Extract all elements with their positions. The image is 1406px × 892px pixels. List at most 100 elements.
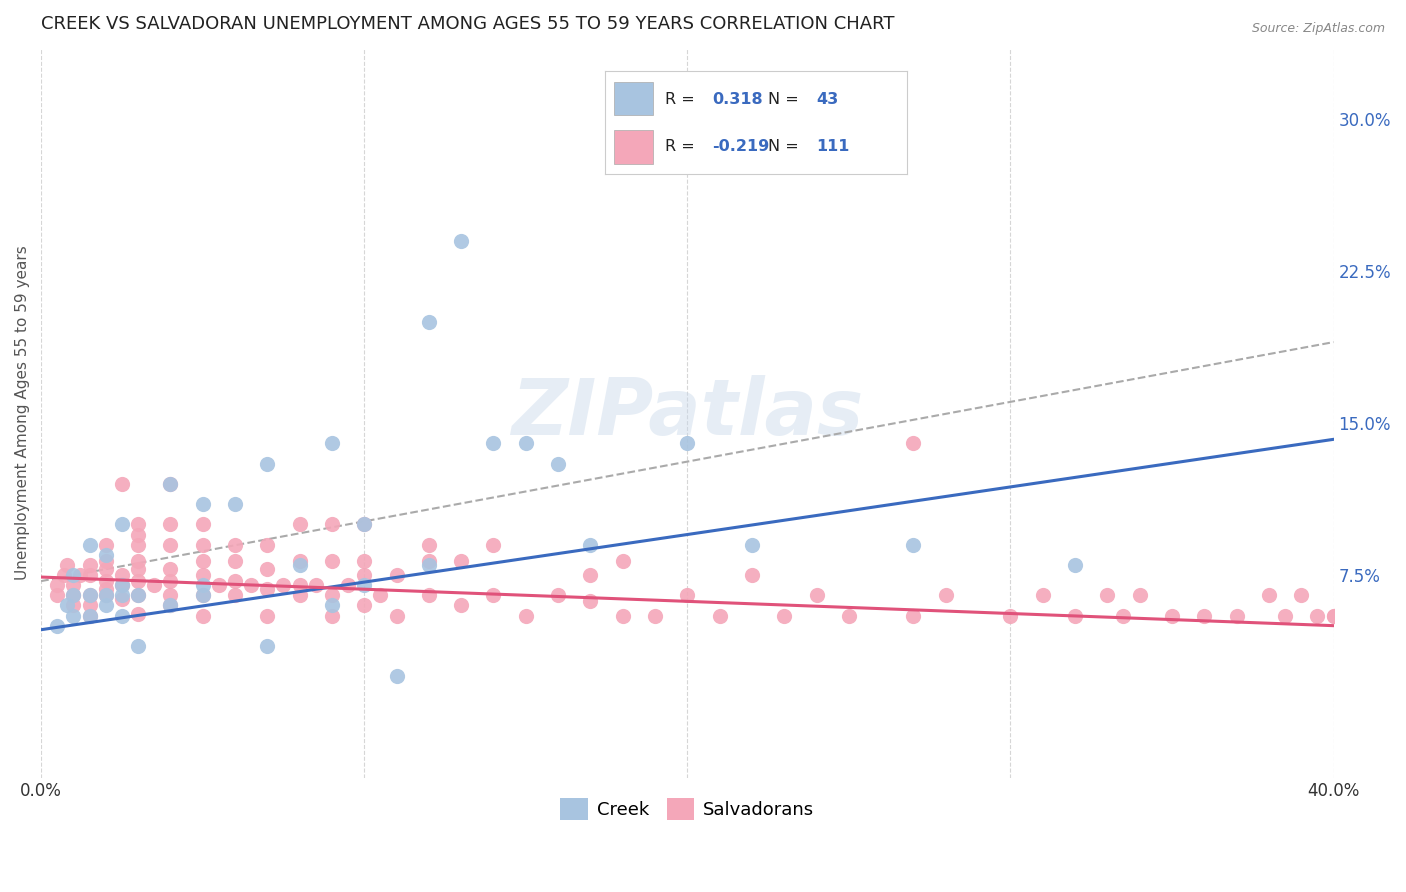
- Point: [46, 588, 69, 602]
- Point: [450, 599, 472, 613]
- Point: [159, 599, 181, 613]
- Point: [321, 608, 343, 623]
- Point: [208, 578, 231, 592]
- Point: [1194, 608, 1216, 623]
- Point: [676, 436, 699, 450]
- Point: [94, 588, 117, 602]
- Point: [353, 568, 375, 582]
- Point: [321, 588, 343, 602]
- Point: [62, 608, 84, 623]
- Point: [515, 436, 537, 450]
- Point: [579, 568, 602, 582]
- Point: [1064, 558, 1087, 572]
- Text: N =: N =: [768, 92, 804, 106]
- Point: [159, 476, 181, 491]
- Point: [385, 568, 408, 582]
- Point: [370, 588, 392, 602]
- Point: [240, 578, 263, 592]
- Point: [159, 588, 181, 602]
- Point: [79, 608, 101, 623]
- Point: [935, 588, 957, 602]
- Point: [127, 527, 149, 541]
- Point: [288, 588, 311, 602]
- Point: [56, 599, 79, 613]
- Point: [256, 582, 278, 597]
- Text: R =: R =: [665, 92, 700, 106]
- Point: [450, 554, 472, 568]
- Point: [256, 538, 278, 552]
- Point: [62, 578, 84, 592]
- Point: [903, 538, 925, 552]
- Point: [79, 608, 101, 623]
- Point: [79, 588, 101, 602]
- Point: [321, 436, 343, 450]
- Point: [159, 538, 181, 552]
- Point: [709, 608, 731, 623]
- Point: [612, 554, 634, 568]
- Point: [579, 594, 602, 608]
- Point: [612, 608, 634, 623]
- Point: [256, 457, 278, 471]
- Point: [56, 558, 79, 572]
- Point: [256, 562, 278, 576]
- Point: [191, 517, 214, 532]
- Point: [94, 599, 117, 613]
- Point: [79, 558, 101, 572]
- Point: [709, 132, 731, 146]
- Point: [62, 568, 84, 582]
- Point: [256, 639, 278, 653]
- Point: [1112, 608, 1135, 623]
- Point: [903, 436, 925, 450]
- Point: [94, 562, 117, 576]
- Point: [111, 578, 134, 592]
- Point: [1226, 608, 1249, 623]
- Point: [143, 578, 166, 592]
- Point: [353, 554, 375, 568]
- Point: [191, 578, 214, 592]
- Legend: Creek, Salvadorans: Creek, Salvadorans: [554, 790, 821, 827]
- Point: [94, 588, 117, 602]
- Point: [191, 497, 214, 511]
- Point: [159, 574, 181, 588]
- Point: [191, 588, 214, 602]
- Point: [127, 517, 149, 532]
- Point: [191, 554, 214, 568]
- Point: [1064, 608, 1087, 623]
- Point: [224, 538, 246, 552]
- Point: [191, 588, 214, 602]
- Point: [62, 599, 84, 613]
- Point: [111, 578, 134, 592]
- Point: [418, 554, 440, 568]
- Point: [1161, 608, 1184, 623]
- Bar: [613, 81, 652, 115]
- Point: [482, 436, 505, 450]
- Point: [111, 608, 134, 623]
- Point: [1129, 588, 1152, 602]
- Point: [224, 588, 246, 602]
- Bar: [613, 130, 652, 163]
- Point: [450, 234, 472, 248]
- Point: [773, 608, 796, 623]
- Text: -0.219: -0.219: [711, 139, 769, 153]
- Point: [62, 588, 84, 602]
- Point: [127, 538, 149, 552]
- Point: [273, 578, 295, 592]
- Point: [1289, 588, 1312, 602]
- Point: [515, 608, 537, 623]
- Point: [321, 517, 343, 532]
- Point: [191, 608, 214, 623]
- Point: [111, 588, 134, 602]
- Point: [353, 599, 375, 613]
- Point: [288, 578, 311, 592]
- Point: [288, 554, 311, 568]
- Point: [321, 599, 343, 613]
- Point: [418, 588, 440, 602]
- Point: [127, 554, 149, 568]
- Point: [191, 538, 214, 552]
- Point: [903, 608, 925, 623]
- Point: [111, 592, 134, 607]
- Point: [224, 497, 246, 511]
- Point: [353, 517, 375, 532]
- Point: [418, 558, 440, 572]
- Point: [79, 568, 101, 582]
